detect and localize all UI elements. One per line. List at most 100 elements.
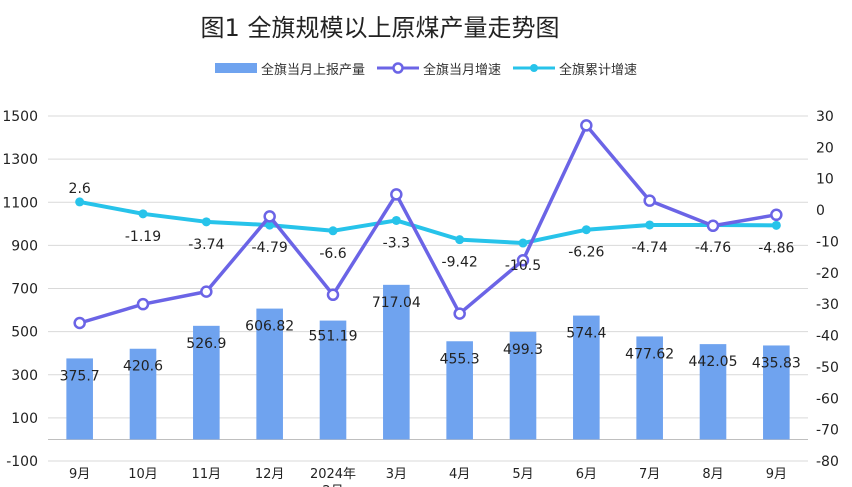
- cumulative-data-label: -4.74: [632, 240, 668, 256]
- x-tick-label: 6月: [576, 467, 597, 482]
- legend-swatch-cumulative: [513, 64, 555, 72]
- cumulative-data-label: -4.79: [252, 240, 288, 256]
- cumulative-data-label: -9.42: [442, 255, 478, 271]
- x-tick-label: 11月: [192, 467, 222, 482]
- cumulative-point: [455, 235, 465, 245]
- legend-swatch-bar: [214, 63, 257, 73]
- cumulative-data-label: -4.76: [695, 240, 731, 256]
- x-tick-label: 2月: [322, 484, 343, 487]
- legend-swatch-monthly: [376, 62, 419, 74]
- x-tick-label: 10月: [128, 467, 158, 482]
- cumulative-point: [518, 238, 528, 248]
- x-tick-label: 2024年: [310, 467, 356, 482]
- y-right-tick-label: -60: [816, 391, 839, 407]
- bar-data-label: 442.05: [689, 354, 738, 370]
- monthly-point: [516, 254, 530, 267]
- bar-data-label: 375.7: [60, 368, 100, 384]
- legend-item-cumulative: 全旗累计增速: [513, 59, 637, 78]
- legend-label-bar: 全旗当月上报产量: [260, 62, 365, 78]
- bar: [763, 345, 790, 440]
- monthly-point: [73, 316, 86, 330]
- monthly-point: [390, 188, 403, 201]
- bar-data-label: 435.83: [752, 355, 801, 371]
- legend-label-monthly: 全旗当月增速: [422, 62, 501, 78]
- y-right-tick-label: -30: [816, 297, 839, 313]
- y-left-tick-label: 500: [11, 325, 38, 341]
- monthly-point: [136, 297, 150, 311]
- y-left-tick-label: -100: [6, 454, 38, 470]
- chart-title: 图1 全旗规模以上原煤产量走势图: [200, 14, 560, 42]
- y-right-tick-label: -70: [816, 423, 839, 439]
- cumulative-data-label: -6.6: [319, 246, 346, 262]
- bar: [129, 348, 157, 440]
- legend-item-monthly: 全旗当月增速: [376, 59, 501, 78]
- cumulative-point: [771, 220, 781, 230]
- cumulative-point: [391, 215, 401, 225]
- legend-item-bar: 全旗当月上报产量: [214, 59, 365, 78]
- x-tick-label: 8月: [702, 467, 723, 482]
- bar-data-label: 455.3: [440, 351, 480, 367]
- y-right-tick-label: -20: [816, 266, 839, 282]
- cumulative-data-label: -6.26: [568, 245, 604, 261]
- cumulative-point: [265, 220, 275, 230]
- bar: [573, 315, 600, 440]
- bar: [193, 325, 220, 440]
- cumulative-data-label: -10.5: [505, 258, 541, 274]
- monthly-point: [453, 307, 466, 320]
- y-left-tick-label: 700: [11, 282, 38, 298]
- bar-data-label: 606.82: [245, 319, 294, 335]
- x-tick-label: 5月: [512, 467, 533, 482]
- cumulative-data-label: 2.6: [69, 181, 91, 197]
- cumulative-data-label: -3.3: [383, 235, 410, 251]
- cumulative-point: [201, 217, 211, 227]
- bar: [383, 284, 410, 440]
- cumulative-point: [138, 209, 148, 219]
- cumulative-line: [79, 199, 777, 246]
- bar: [446, 341, 473, 440]
- x-tick-label: 3月: [386, 467, 407, 482]
- x-tick-label: 9月: [69, 467, 90, 482]
- y-left-tick-label: 100: [11, 411, 38, 427]
- monthly-point: [263, 210, 276, 223]
- y-right-tick-label: -10: [816, 234, 839, 250]
- cumulative-data-label: -4.86: [758, 240, 794, 256]
- y-left-tick-label: 1500: [2, 109, 38, 125]
- bar: [699, 344, 727, 440]
- monthly-point: [200, 285, 213, 298]
- x-tick-label: 12月: [255, 467, 285, 482]
- bar: [256, 308, 283, 440]
- x-tick-label: 9月: [766, 467, 787, 482]
- bar-data-label: 420.6: [123, 359, 163, 375]
- cumulative-point: [75, 197, 85, 207]
- y-right-tick-label: -40: [816, 329, 839, 345]
- bar: [319, 320, 347, 440]
- bar: [66, 358, 93, 440]
- bar-data-label: 717.04: [372, 295, 421, 311]
- y-left-tick-label: 1300: [2, 152, 38, 168]
- cumulative-point: [645, 220, 655, 230]
- y-left-tick-label: 1100: [2, 195, 38, 211]
- legend: 全旗当月上报产量 全旗当月增速 全旗累计增速: [0, 56, 852, 80]
- y-right-tick-label: 30: [816, 109, 834, 125]
- cumulative-data-label: -3.74: [188, 237, 224, 253]
- y-right-tick-label: 20: [816, 140, 834, 156]
- cumulative-data-label: -1.19: [125, 229, 161, 245]
- monthly-point: [326, 288, 340, 302]
- bar: [509, 331, 537, 440]
- monthly-point: [580, 119, 593, 132]
- cumulative-point: [328, 226, 338, 236]
- monthly-point: [770, 208, 783, 222]
- bar-data-label: 551.19: [309, 329, 358, 345]
- monthly-line: [79, 123, 777, 325]
- cumulative-point: [581, 225, 591, 235]
- x-tick-label: 7月: [639, 467, 660, 482]
- y-right-tick-label: -50: [816, 360, 839, 376]
- bar-data-label: 574.4: [566, 326, 606, 342]
- legend-label-cumulative: 全旗累计增速: [559, 62, 638, 78]
- bar-data-label: 477.62: [625, 346, 674, 362]
- monthly-point: [706, 219, 720, 233]
- y-left-tick-label: 300: [11, 368, 38, 384]
- bar-data-label: 499.3: [503, 342, 543, 358]
